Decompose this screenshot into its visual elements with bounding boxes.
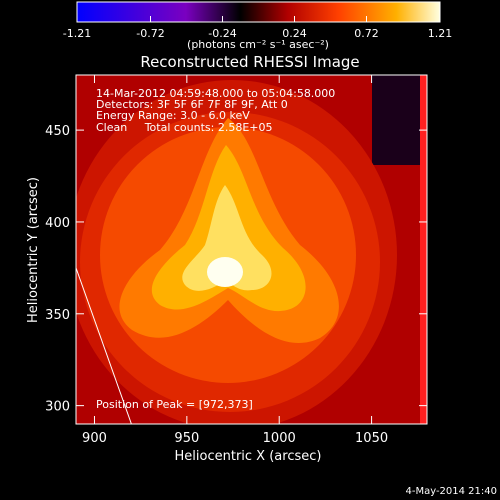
heatmap-image: [76, 75, 427, 424]
x-tick-label: 1000: [263, 431, 296, 446]
annotation-detectors: Detectors: 3F 5F 6F 7F 8F 9F, Att 0: [96, 98, 288, 111]
y-tick-label: 400: [45, 216, 70, 231]
annotation-clean-counts: Clean Total counts: 2.58E+05: [96, 121, 273, 134]
colorbar-tick-label: 0.72: [354, 27, 379, 40]
plot-frame: [75, 74, 428, 425]
colorbar-gradient: [77, 2, 440, 22]
yellow-core: [182, 185, 272, 291]
y-axis-label: Heliocentric Y (arcsec): [26, 177, 41, 323]
dark-corner-region: [372, 75, 427, 165]
colorbar-tick-label: 0.24: [282, 27, 307, 40]
x-axis-label: Heliocentric X (arcsec): [175, 449, 322, 464]
annotation-energy-range: Energy Range: 3.0 - 6.0 keV: [96, 109, 250, 122]
peak-core: [207, 257, 243, 287]
x-tick-label: 900: [82, 431, 107, 446]
y-tick-label: 300: [45, 400, 70, 415]
x-tick-label: 1050: [355, 431, 388, 446]
annotation-time-range: 14-Mar-2012 04:59:48.000 to 05:04:58.000: [96, 87, 335, 100]
timestamp: 4-May-2014 21:40: [405, 486, 497, 497]
x-axis-ticks: 900 950 1000 1050: [82, 75, 388, 446]
colorbar-tick-label: 1.21: [428, 27, 453, 40]
x-tick-label: 950: [174, 431, 199, 446]
y-axis-ticks: 300 350 400 450: [45, 124, 427, 415]
y-tick-label: 350: [45, 308, 70, 323]
colorbar-units-label: (photons cm⁻² s⁻¹ asec⁻²): [187, 38, 329, 51]
chart-title: Reconstructed RHESSI Image: [140, 53, 359, 71]
colorbar-ticks: -1.21 -0.72 -0.24 0.24 0.72 1.21: [63, 16, 452, 40]
colorbar-tick-label: -0.24: [208, 27, 236, 40]
image-right-edge: [420, 75, 427, 424]
colorbar: -1.21 -0.72 -0.24 0.24 0.72 1.21 (photons cm⁻…: [63, 1, 452, 51]
peak-position-label: Position of Peak = [972,373]: [96, 398, 253, 411]
colorbar-tick-label: -1.21: [63, 27, 91, 40]
y-tick-label: 450: [45, 124, 70, 139]
colorbar-tick-label: -0.72: [136, 27, 164, 40]
solar-limb-line: [76, 267, 132, 424]
colorbar-frame: [76, 1, 441, 23]
